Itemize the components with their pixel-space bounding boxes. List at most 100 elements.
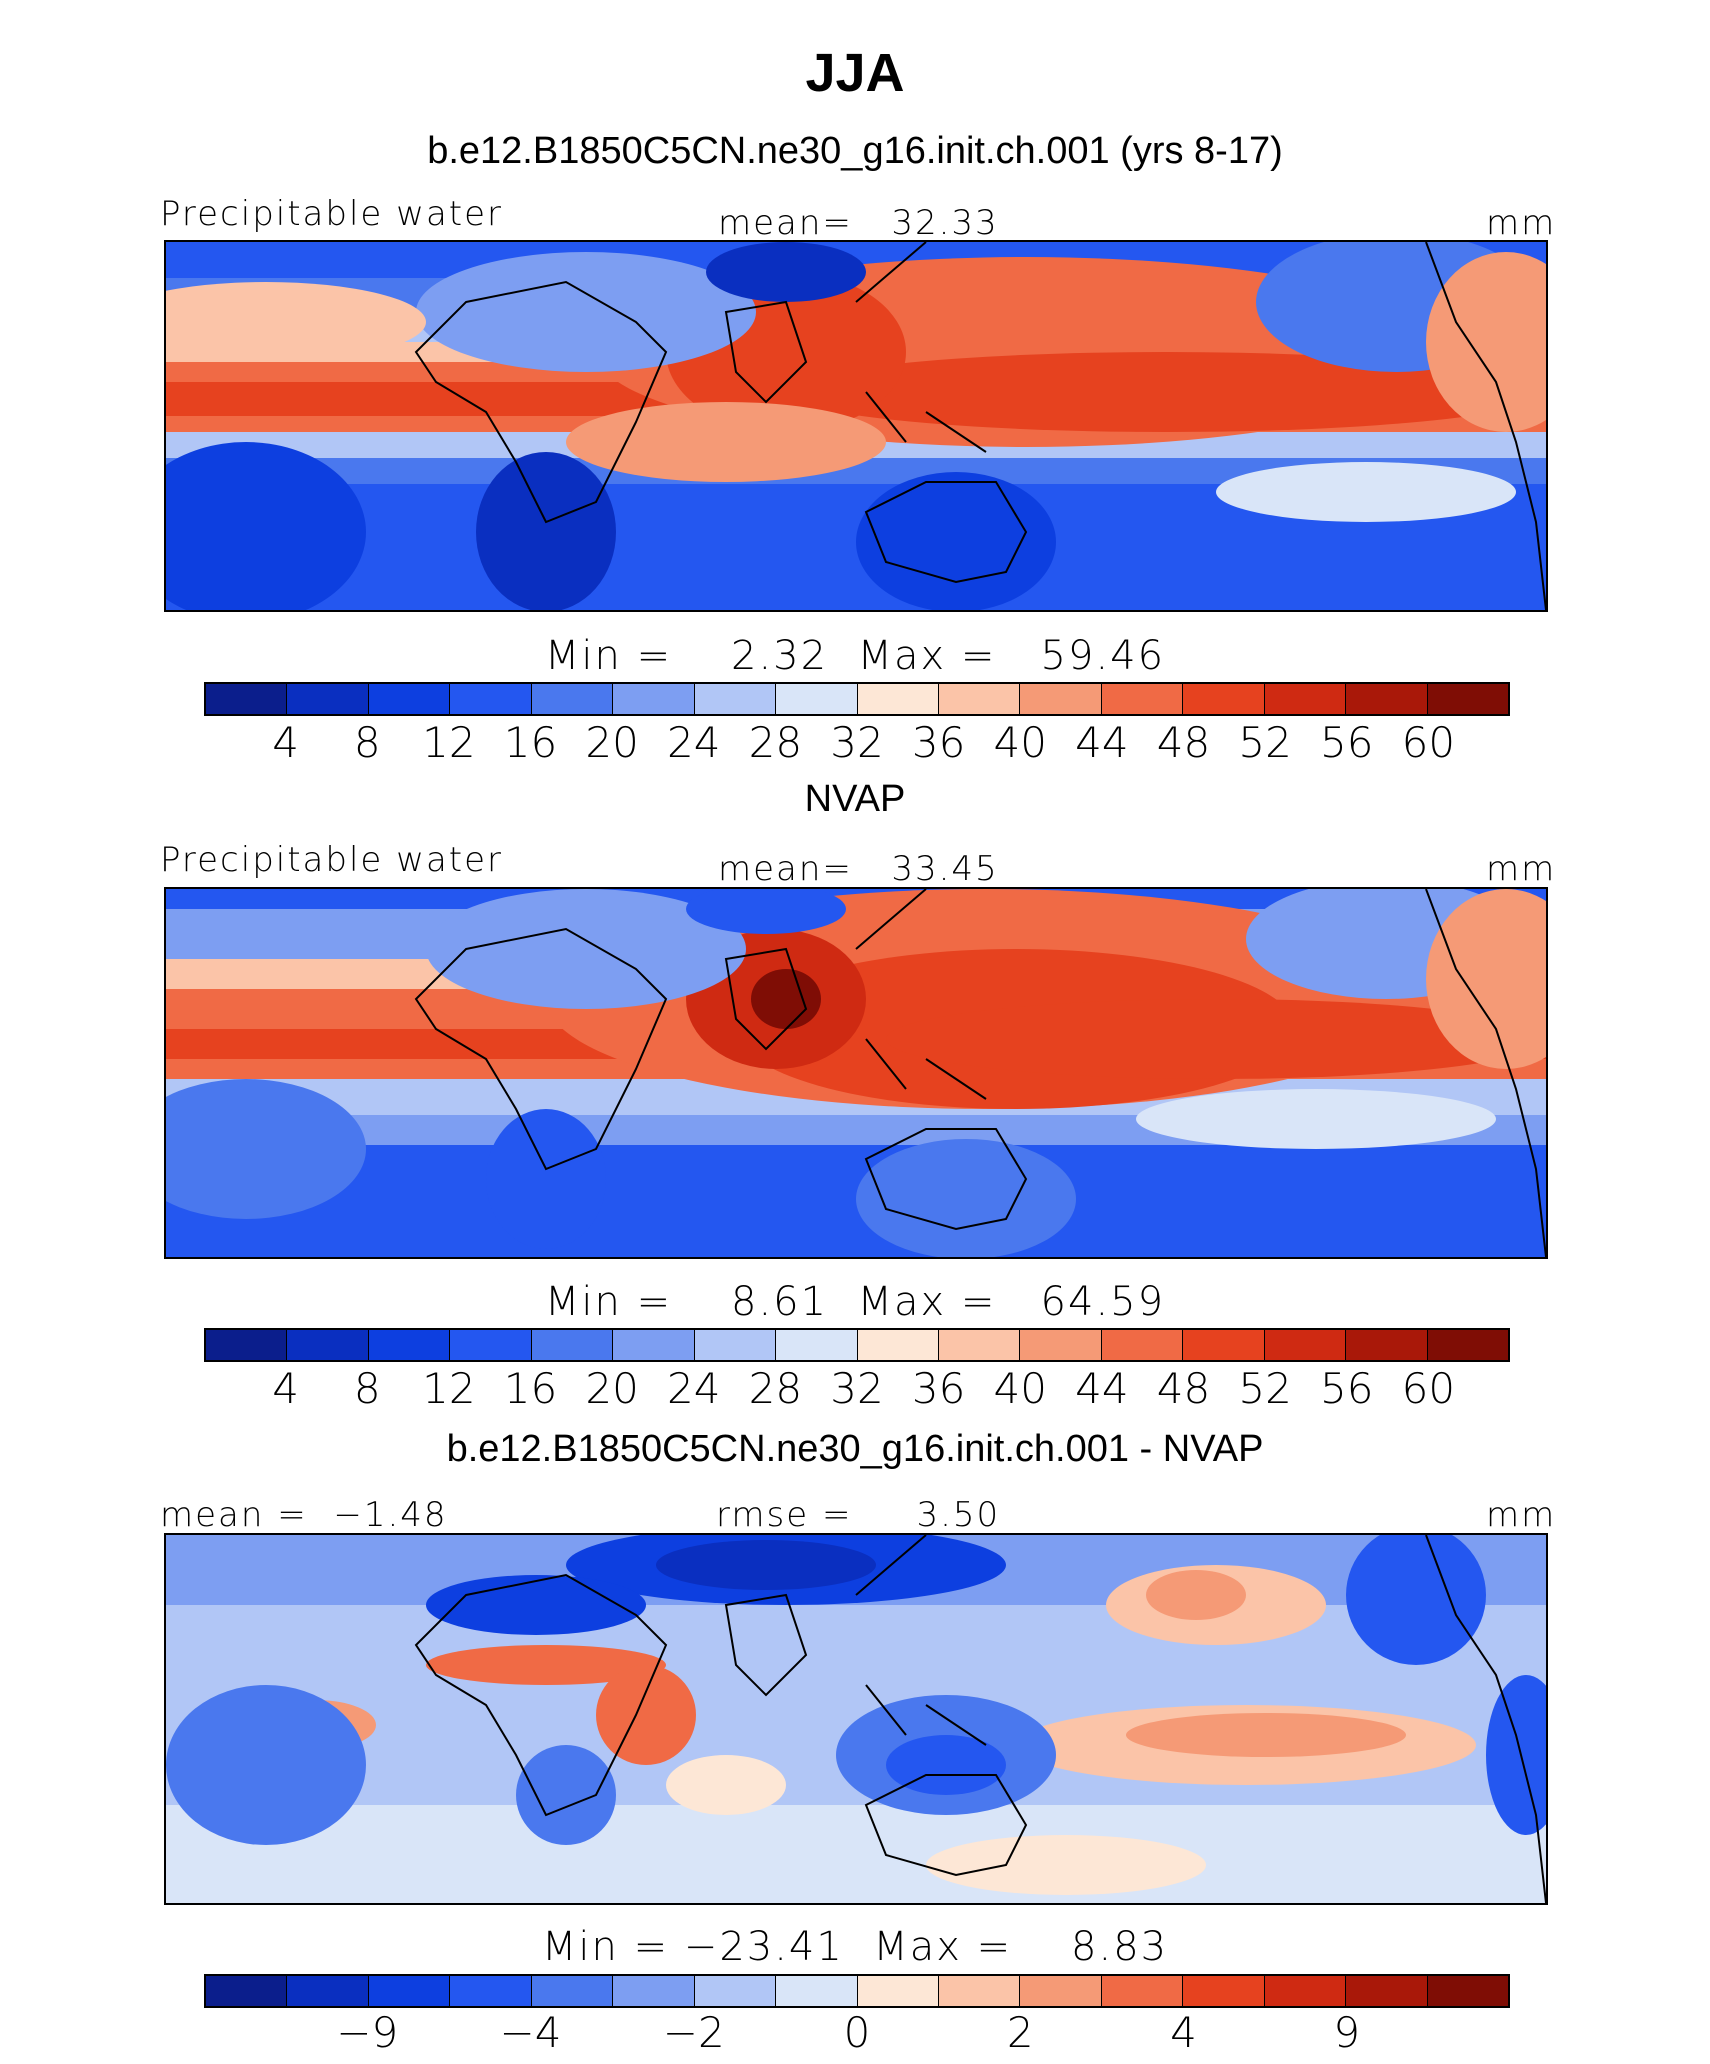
colorbar-tick-label: −2 [662, 2008, 725, 2057]
colorbar-swatch [368, 684, 451, 714]
colorbar-tick-label: 20 [585, 718, 639, 767]
panel3-map [164, 1533, 1548, 1905]
panel3-mean: mean = −1.48 [160, 1495, 448, 1535]
colorbar-swatch [531, 1330, 614, 1360]
colorbar-tick-label: 8 [353, 1364, 381, 1413]
colorbar-tick-label: 60 [1401, 1364, 1456, 1413]
colorbar-swatch [206, 1330, 288, 1360]
panel2-colorbar [204, 1328, 1510, 1362]
colorbar-tick-label: 4 [272, 718, 299, 767]
colorbar-swatch [531, 684, 614, 714]
colorbar-tick-label: −4 [499, 2008, 562, 2057]
colorbar-swatch [613, 1976, 695, 2006]
colorbar-swatch [287, 1330, 369, 1360]
colorbar-swatch [1346, 1976, 1428, 2006]
colorbar-swatch [1101, 1330, 1184, 1360]
colorbar-swatch [776, 684, 858, 714]
colorbar-tick-label: −9 [336, 2008, 399, 2057]
colorbar-tick-label: 8 [353, 718, 381, 767]
colorbar-tick-label: 2 [1006, 2008, 1034, 2057]
colorbar-swatch [1264, 1330, 1347, 1360]
colorbar-tick-label: 32 [830, 718, 884, 767]
colorbar-tick-label: 44 [1075, 718, 1129, 767]
panel1-variable: Precipitable water [160, 194, 504, 234]
colorbar-swatch [450, 1330, 532, 1360]
colorbar-tick-label: 52 [1238, 718, 1292, 767]
panel2-title: NVAP [804, 778, 906, 820]
colorbar-tick-label: 36 [911, 1364, 966, 1413]
panel1-minmax: Min = 2.32 Max = 59.46 [544, 633, 1166, 679]
colorbar-swatch [1346, 684, 1428, 714]
panel3-minmax: Min = −23.41 Max = 8.83 [541, 1924, 1169, 1970]
colorbar-swatch [938, 1330, 1021, 1360]
colorbar-tick-label: 32 [830, 1364, 884, 1413]
colorbar-tick-label: 12 [422, 718, 476, 767]
colorbar-swatch [1020, 684, 1102, 714]
panel1-units: mm [1486, 203, 1557, 243]
colorbar-tick-label: 12 [422, 1364, 476, 1413]
colorbar-tick-label: 28 [748, 718, 803, 767]
colorbar-swatch [1264, 1976, 1347, 2006]
panel2-mean: mean= 33.45 [718, 849, 999, 889]
colorbar-tick-label: 44 [1075, 1364, 1129, 1413]
colorbar-swatch [1020, 1976, 1102, 2006]
colorbar-tick-label: 16 [503, 718, 558, 767]
colorbar-swatch [206, 684, 288, 714]
colorbar-swatch [206, 1976, 288, 2006]
colorbar-swatch [1101, 1976, 1184, 2006]
colorbar-swatch [1183, 1976, 1265, 2006]
colorbar-tick-label: 40 [993, 1364, 1047, 1413]
panel1-colorbar [204, 682, 1510, 716]
colorbar-swatch [857, 684, 939, 714]
panel1-colorbar-ticks: 4 8 12 16 20 24 28 32 36 40 44 48 52 56 60 [204, 718, 1510, 768]
colorbar-tick-label: 0 [843, 2008, 871, 2057]
colorbar-swatch [776, 1330, 858, 1360]
colorbar-tick-label: 60 [1401, 718, 1456, 767]
colorbar-swatch [613, 1330, 695, 1360]
colorbar-tick-label: 40 [993, 718, 1047, 767]
colorbar-tick-label: 48 [1156, 718, 1211, 767]
colorbar-tick-label: 24 [667, 718, 721, 767]
panel1-mean: mean= 32.33 [718, 203, 999, 243]
colorbar-swatch [531, 1976, 614, 2006]
panel3-colorbar [204, 1974, 1510, 2008]
colorbar-tick-label: 56 [1320, 718, 1374, 767]
colorbar-tick-label: 16 [503, 1364, 558, 1413]
colorbar-tick-label: 28 [748, 1364, 803, 1413]
colorbar-tick-label: 20 [585, 1364, 639, 1413]
colorbar-swatch [1427, 1976, 1508, 2006]
colorbar-tick-label: 48 [1156, 1364, 1211, 1413]
colorbar-tick-label: 36 [911, 718, 966, 767]
panel3-units: mm [1486, 1495, 1557, 1535]
panel2-map [164, 887, 1548, 1259]
figure-title: JJA [805, 43, 905, 103]
colorbar-tick-label: 56 [1320, 1364, 1374, 1413]
colorbar-tick-label: 9 [1333, 2008, 1361, 2057]
colorbar-swatch [1346, 1330, 1428, 1360]
colorbar-tick-label: 4 [1170, 2008, 1197, 2057]
colorbar-tick-label: 52 [1238, 1364, 1292, 1413]
colorbar-swatch [368, 1976, 451, 2006]
colorbar-swatch [1427, 1330, 1508, 1360]
colorbar-swatch [287, 1976, 369, 2006]
colorbar-swatch [938, 1976, 1021, 2006]
panel3-rmse: rmse = 3.50 [716, 1495, 1001, 1535]
colorbar-swatch [1101, 684, 1184, 714]
panel3-title: b.e12.B1850C5CN.ne30_g16.init.ch.001 - N… [446, 1428, 1264, 1470]
panel2-units: mm [1486, 849, 1557, 889]
panel1-title: b.e12.B1850C5CN.ne30_g16.init.ch.001 (yr… [427, 130, 1283, 172]
colorbar-swatch [857, 1976, 939, 2006]
colorbar-swatch [287, 684, 369, 714]
colorbar-swatch [1020, 1330, 1102, 1360]
colorbar-swatch [450, 684, 532, 714]
panel2-variable: Precipitable water [160, 840, 504, 880]
colorbar-swatch [938, 684, 1021, 714]
colorbar-swatch [450, 1976, 532, 2006]
colorbar-swatch [694, 1330, 777, 1360]
colorbar-swatch [1183, 1330, 1265, 1360]
panel1-map [164, 240, 1548, 612]
colorbar-swatch [613, 684, 695, 714]
colorbar-swatch [694, 684, 777, 714]
panel3-colorbar-ticks: −9 −4 −2 0 2 4 9 [204, 2008, 1510, 2058]
colorbar-swatch [857, 1330, 939, 1360]
